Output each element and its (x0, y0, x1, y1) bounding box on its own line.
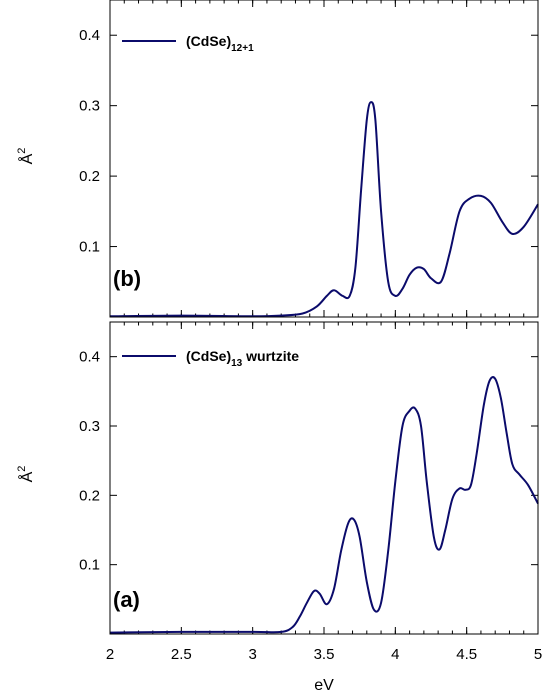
y-axis-label-a: Å2 (16, 466, 36, 483)
x-tick-label: 3 (248, 646, 256, 663)
panel-b: 0.1 0.2 0.3 0.4 (CdSe)12+1 (b) Å2 (16, 0, 539, 318)
legend-label-b-sub: 12+1 (231, 43, 254, 54)
curve-layer-a (109, 376, 539, 634)
x-ticks-a: 2 2.5 3 3.5 4 4.5 5 (106, 322, 542, 663)
axes-frame-a (109, 321, 539, 635)
y-tick-label-b: 0.3 (79, 98, 100, 115)
legend-label-b-base: (CdSe) (186, 33, 231, 49)
legend-label-a: (CdSe)13 wurtzite (186, 348, 299, 369)
series-line-a (109, 376, 539, 634)
legend-b: (CdSe)12+1 (122, 33, 254, 54)
x-tick-label: 5 (534, 646, 542, 663)
legend-label-a-base: (CdSe) (186, 348, 231, 364)
x-tick-label: 4.5 (456, 646, 477, 663)
y-ticks-b: 0.1 0.2 0.3 0.4 (79, 0, 539, 317)
y-tick-label-a: 0.4 (79, 349, 100, 366)
x-tick-label: 3.5 (314, 646, 335, 663)
plot-area-b: 0.1 0.2 0.3 0.4 (CdSe)12+1 (b) (79, 0, 539, 318)
y-tick-label-b: 0.2 (79, 168, 100, 185)
legend-label-b: (CdSe)12+1 (186, 33, 254, 54)
y-tick-label-a: 0.1 (79, 557, 100, 574)
x-tick-label: 2.5 (171, 646, 192, 663)
x-axis-label: eV (314, 677, 334, 694)
y-tick-label-a: 0.2 (79, 487, 100, 504)
x-tick-label: 2 (106, 646, 114, 663)
panel-a: 0.1 0.2 0.3 0.4 2 2.5 3 3.5 4 4.5 5 (CdSe)13 wurt… (16, 321, 542, 694)
x-tick-label: 4 (391, 646, 399, 663)
legend-a: (CdSe)13 wurtzite (122, 348, 299, 369)
legend-label-a-suffix: wurtzite (242, 348, 299, 364)
axes-frame-b (109, 0, 539, 318)
series-line-b (109, 101, 539, 318)
curve-layer-b (109, 101, 539, 318)
y-tick-label-b: 0.4 (79, 27, 100, 44)
y-ticks-a: 0.1 0.2 0.3 0.4 (79, 349, 538, 574)
y-axis-label-b: Å2 (16, 148, 36, 165)
y-tick-label-b: 0.1 (79, 239, 100, 256)
panel-label-a: (a) (113, 587, 140, 612)
legend-label-a-sub: 13 (231, 358, 243, 369)
panel-label-b: (b) (113, 266, 141, 291)
plot-area-a: 0.1 0.2 0.3 0.4 2 2.5 3 3.5 4 4.5 5 (CdSe)13 wurt… (79, 321, 542, 663)
y-tick-label-a: 0.3 (79, 418, 100, 435)
